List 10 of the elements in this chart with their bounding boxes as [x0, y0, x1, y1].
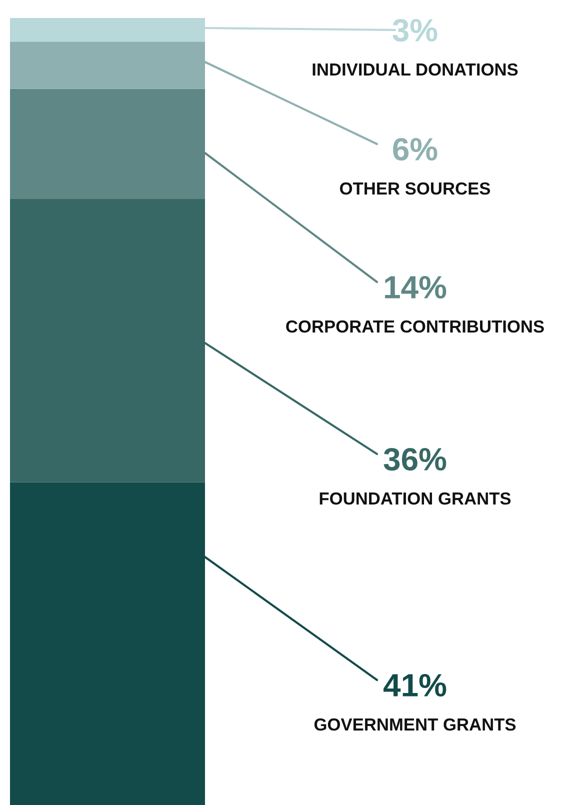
data-label: 6%: [393, 138, 438, 161]
data-label: 3%: [392, 18, 438, 42]
text: OTHER SOURCES: [340, 182, 490, 195]
data-label: 36%: [384, 448, 446, 471]
data-label: 14%: [385, 276, 446, 299]
text: FOUNDATION GRANTS: [320, 492, 511, 505]
text: GOVERNMENT GRANTS: [314, 718, 516, 731]
data-label: 41%: [384, 674, 446, 697]
text: CORPORATE CONTRIBUTIONS: [286, 320, 544, 333]
text: INDIVIDUAL DONATIONS: [312, 63, 518, 76]
